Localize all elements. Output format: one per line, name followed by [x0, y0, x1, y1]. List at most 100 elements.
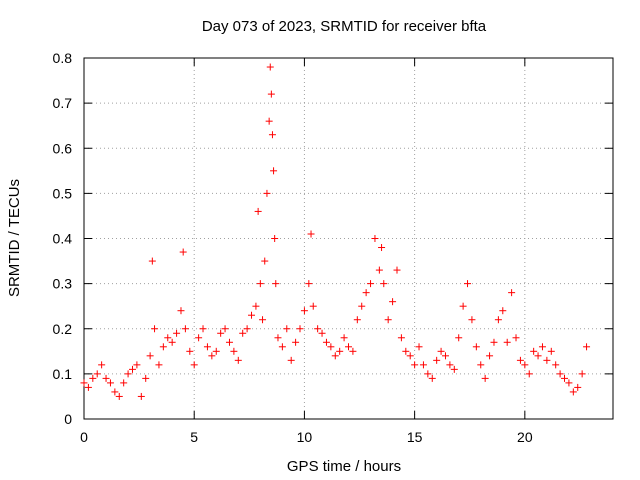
data-point [503, 338, 511, 346]
data-point [521, 361, 529, 369]
data-point [230, 347, 238, 355]
data-point [263, 189, 271, 197]
data-point [556, 370, 564, 378]
data-point [208, 352, 216, 360]
data-point [128, 365, 136, 373]
data-point [490, 338, 498, 346]
data-point [508, 289, 516, 297]
data-point [397, 334, 405, 342]
data-point [367, 280, 375, 288]
y-tick-label: 0.5 [53, 185, 73, 201]
y-tick-label: 0.7 [53, 95, 73, 111]
data-point [84, 383, 92, 391]
data-point [516, 356, 524, 364]
data-point [190, 361, 198, 369]
data-point [358, 302, 366, 310]
data-point [259, 316, 267, 324]
data-point [340, 334, 348, 342]
data-point [267, 90, 275, 98]
data-point [378, 244, 386, 252]
data-point [538, 343, 546, 351]
data-point [494, 316, 502, 324]
x-tick-label: 20 [517, 429, 533, 445]
data-point [322, 338, 330, 346]
data-point [380, 280, 388, 288]
data-point [168, 338, 176, 346]
data-point [307, 230, 315, 238]
data-point [525, 370, 533, 378]
data-point [195, 334, 203, 342]
data-point [89, 374, 97, 382]
data-point [411, 361, 419, 369]
data-point [151, 325, 159, 333]
data-point [137, 392, 145, 400]
data-point [181, 325, 189, 333]
data-point [574, 383, 582, 391]
data-point [530, 347, 538, 355]
data-point [106, 379, 114, 387]
y-tick-label: 0 [64, 411, 72, 427]
data-point [300, 307, 308, 315]
data-point [164, 334, 172, 342]
data-point [389, 298, 397, 306]
data-point [455, 334, 463, 342]
data-point [225, 338, 233, 346]
data-point [578, 370, 586, 378]
data-point [464, 280, 472, 288]
data-point [349, 347, 357, 355]
data-point [268, 131, 276, 139]
data-point [102, 374, 110, 382]
data-point [371, 235, 379, 242]
y-axis-title: SRMTID / TECUs [6, 179, 23, 297]
data-point [481, 374, 489, 382]
x-tick-label: 5 [190, 429, 198, 445]
data-point [111, 388, 119, 396]
data-point [375, 266, 383, 274]
data-point [561, 374, 569, 382]
data-point [419, 361, 427, 369]
data-point [124, 370, 132, 378]
ticks: 0 0.1 0.2 0.3 0.4 0.5 0.6 0.7 0.8 0 5 10 15 20 [53, 50, 613, 445]
data-point [402, 347, 410, 355]
data-point [148, 257, 156, 265]
data-point [486, 352, 494, 360]
data-point [569, 388, 577, 396]
y-tick-label: 0.4 [53, 231, 73, 247]
data-point [256, 280, 264, 288]
x-tick-label: 10 [297, 429, 313, 445]
data-point [468, 316, 476, 324]
data-point [142, 374, 150, 382]
data-point [159, 343, 167, 351]
data-point [450, 365, 458, 373]
data-point [446, 361, 454, 369]
data-point [433, 356, 441, 364]
data-point [221, 325, 229, 333]
data-point [80, 379, 88, 387]
data-point [459, 302, 467, 310]
data-point [345, 343, 352, 351]
y-tick-label: 0.2 [53, 321, 73, 337]
data-point [534, 352, 542, 360]
data-point [98, 361, 106, 369]
data-point [327, 343, 335, 351]
data-point [472, 343, 480, 351]
data-point [415, 343, 423, 351]
data-point [309, 302, 317, 310]
data-point [283, 325, 291, 333]
data-point [428, 374, 436, 382]
data-point [203, 343, 211, 351]
data-point [133, 361, 141, 369]
data-point [146, 352, 154, 360]
data-point [441, 352, 449, 360]
data-point [266, 63, 274, 71]
data-point [552, 361, 560, 369]
data-point [424, 370, 432, 378]
y-tick-label: 0.1 [53, 366, 73, 382]
data-point [314, 325, 322, 333]
data-point [155, 361, 163, 369]
data-point [583, 343, 591, 351]
data-point [179, 248, 187, 256]
data-point [177, 307, 185, 315]
data-point [287, 356, 295, 364]
y-tick-label: 0.3 [53, 276, 73, 292]
